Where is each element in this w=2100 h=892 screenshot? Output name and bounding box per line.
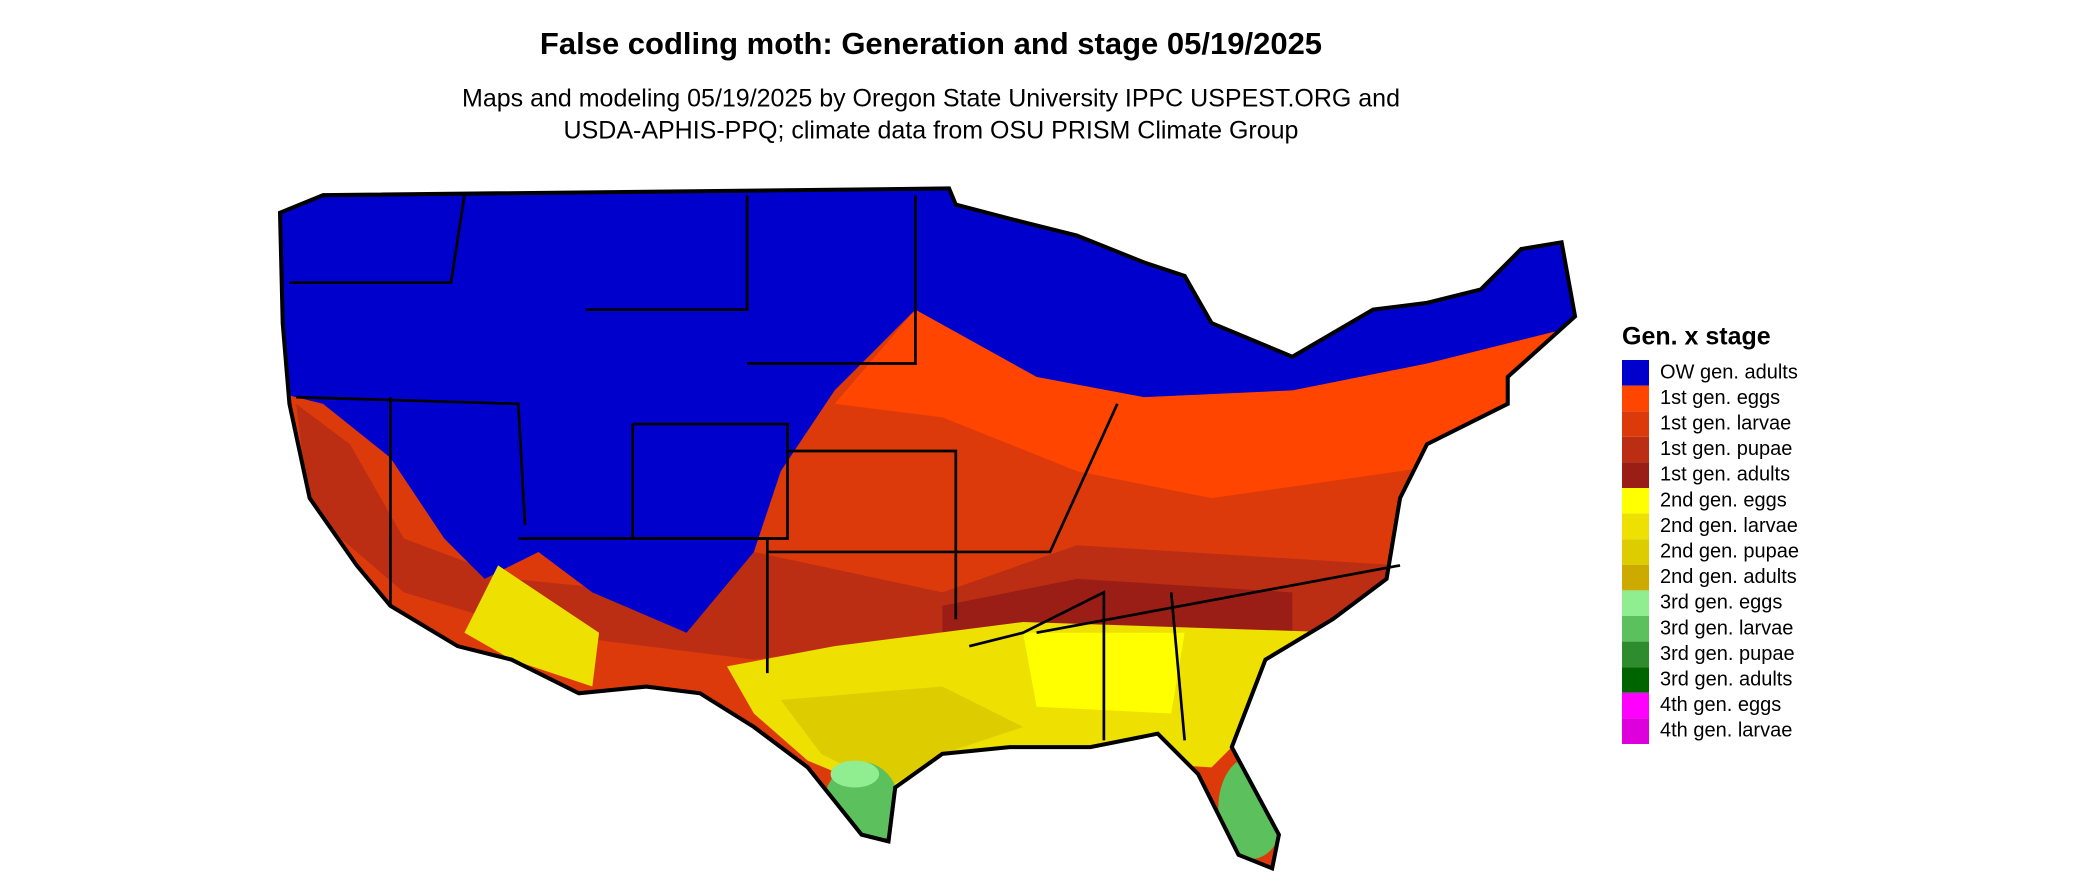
map-subtitle: Maps and modeling 05/19/2025 by Oregon S…	[462, 85, 1400, 113]
legend-label: 3rd gen. eggs	[1660, 592, 1782, 614]
legend-label: 4th gen. eggs	[1660, 694, 1781, 716]
legend-swatch	[1622, 641, 1649, 668]
legend-label: 2nd gen. adults	[1660, 566, 1797, 588]
map-title: False codling moth: Generation and stage…	[540, 26, 1322, 61]
legend-label: 1st gen. eggs	[1660, 387, 1780, 409]
legend-swatch	[1622, 385, 1649, 412]
legend-label: 3rd gen. larvae	[1660, 617, 1793, 639]
legend-label: OW gen. adults	[1660, 361, 1798, 383]
legend-label: 1st gen. adults	[1660, 464, 1790, 486]
legend-swatch	[1622, 539, 1649, 565]
legend-title: Gen. x stage	[1622, 323, 1771, 351]
region	[830, 760, 880, 788]
legend: Gen. x stage OW gen. adults 1st gen. eggs…	[1622, 323, 1799, 744]
legend-swatch	[1622, 411, 1649, 437]
state-borders	[289, 194, 1401, 741]
legend-swatch	[1622, 436, 1649, 463]
legend-label: 2nd gen. larvae	[1660, 515, 1798, 537]
region	[834, 309, 1576, 499]
legend-label: 1st gen. pupae	[1660, 438, 1792, 460]
region	[464, 565, 600, 687]
legend-swatch	[1622, 616, 1649, 642]
legend-label: 1st gen. larvae	[1660, 412, 1791, 434]
legend-swatch	[1622, 513, 1649, 540]
legend-label: 2nd gen. eggs	[1660, 489, 1787, 511]
legend-swatch	[1622, 692, 1649, 719]
region	[780, 686, 1024, 788]
legend-swatch	[1622, 718, 1649, 744]
legend-label: 3rd gen. pupae	[1660, 643, 1795, 665]
legend-swatch	[1622, 667, 1649, 693]
legend-swatch	[1622, 488, 1649, 514]
legend-swatch	[1622, 564, 1649, 591]
legend-label: 2nd gen. pupae	[1660, 540, 1799, 562]
legend-swatch	[1622, 462, 1649, 488]
legend-swatch	[1622, 590, 1649, 616]
legend-label: 4th gen. larvae	[1660, 720, 1792, 742]
legend-label: 3rd gen. adults	[1660, 668, 1792, 690]
map-subtitle: USDA-APHIS-PPQ; climate data from OSU PR…	[564, 117, 1299, 145]
legend-swatch	[1622, 360, 1649, 386]
